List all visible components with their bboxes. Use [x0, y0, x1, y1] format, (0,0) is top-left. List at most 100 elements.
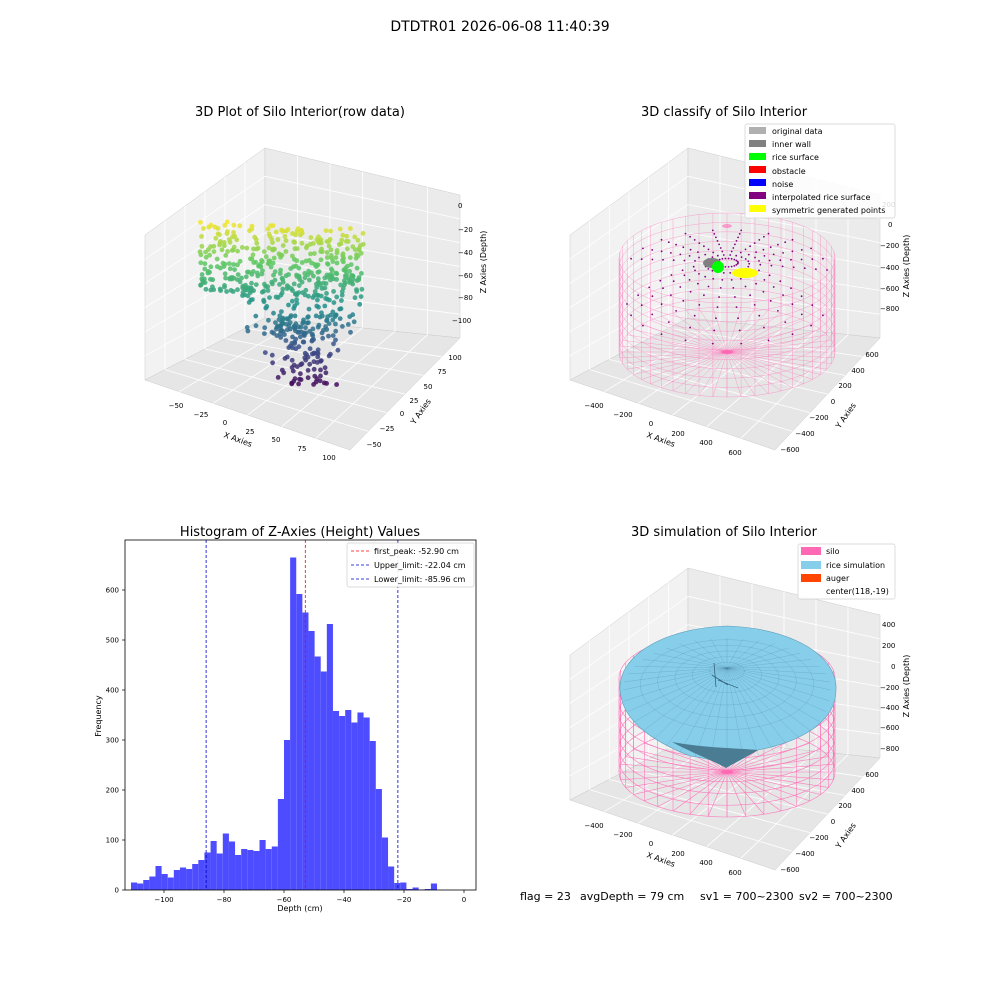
raw-data-point	[275, 323, 281, 329]
raw-data-point	[333, 255, 339, 260]
raw-data-point	[323, 370, 329, 376]
interpolated-point	[747, 253, 750, 256]
raw-data-point	[289, 298, 295, 304]
classify-y-tick: −400	[795, 430, 814, 438]
simulation-rice-surface-body	[619, 625, 837, 767]
classify-x-tick: 400	[699, 439, 712, 447]
interpolated-point	[707, 285, 710, 288]
raw-data-point	[290, 334, 295, 340]
interpolated-point	[707, 268, 710, 270]
interpolated-point	[713, 329, 716, 332]
interpolated-point	[718, 258, 721, 261]
raw-data-point	[348, 262, 354, 267]
raw-data-point	[235, 287, 240, 293]
histogram-y-tick-label: 300	[106, 737, 119, 745]
histogram-x-tick-label: −80	[217, 896, 232, 904]
raw-data-point	[350, 277, 356, 282]
interpolated-point	[729, 254, 732, 256]
silo-floor-spoke	[726, 771, 747, 817]
raw-z-axis-label: Z Axies (Depth)	[479, 231, 488, 294]
raw-data-point	[226, 261, 232, 266]
interpolated-point	[800, 313, 803, 316]
raw-scatter-title: 3D Plot of Silo Interior(row data)	[195, 105, 405, 120]
raw-data-point	[284, 283, 290, 289]
histogram-y-tick-label: 0	[115, 887, 119, 895]
simulation-x-tick: 600	[728, 869, 741, 877]
raw-data-point	[271, 310, 276, 316]
raw-data-point	[311, 337, 316, 342]
interpolated-point	[698, 273, 700, 275]
silo-floor-spoke	[726, 771, 797, 807]
histogram-bar	[277, 799, 284, 890]
interpolated-point	[660, 303, 663, 306]
raw-data-point	[279, 367, 285, 373]
simulation-legend-frame	[797, 543, 896, 600]
raw-data-point	[334, 260, 340, 266]
status-footer: flag = 23 avgDepth = 79 cm sv1 = 700~230…	[520, 890, 893, 903]
raw-data-point	[213, 235, 219, 241]
raw-data-point	[272, 269, 278, 275]
legend-swatch-noise	[749, 179, 766, 186]
raw-data-point	[273, 320, 278, 325]
interpolated-point	[730, 279, 733, 281]
legend-swatch-rice-simulation	[801, 561, 821, 569]
raw-data-point	[232, 267, 238, 272]
raw-data-point	[263, 254, 269, 260]
raw-data-point	[320, 335, 326, 341]
raw-data-point	[262, 331, 267, 336]
silo-floor-spoke	[726, 742, 810, 773]
silo-floor-spoke	[726, 351, 832, 364]
raw-data-point	[225, 249, 231, 254]
raw-data-point	[324, 255, 330, 260]
raw-data-point	[279, 290, 285, 296]
interpolated-point	[762, 290, 765, 293]
raw-data-point	[338, 306, 344, 312]
raw-data-point	[261, 249, 267, 255]
simulation-x-tick: −400	[584, 822, 603, 830]
interpolated-point	[772, 253, 775, 256]
histogram-y-tick-label: 200	[106, 787, 119, 795]
classify-floor-center-marker	[721, 350, 733, 354]
raw-data-point	[338, 241, 344, 247]
interpolated-point	[822, 257, 824, 260]
raw-data-point	[348, 226, 353, 231]
raw-data-point	[224, 219, 230, 225]
silo-floor-spoke	[726, 771, 782, 812]
raw-data-point	[310, 241, 316, 246]
raw-data-point	[316, 234, 321, 240]
raw-data-point	[307, 346, 313, 352]
simulation-rice-mesh	[622, 638, 832, 760]
raw-data-point	[217, 286, 223, 292]
interpolated-point	[694, 269, 696, 272]
interpolated-point	[732, 247, 735, 249]
interpolated-point	[779, 280, 782, 283]
rice-mesh-line	[726, 667, 744, 760]
interpolated-point	[704, 253, 707, 256]
raw-data-point	[328, 351, 333, 357]
raw-data-point	[229, 275, 235, 280]
interpolated-point	[735, 254, 738, 257]
raw-data-point	[328, 228, 333, 234]
interpolated-point	[683, 259, 686, 262]
raw-data-point	[319, 246, 324, 252]
raw-data-point	[249, 280, 254, 286]
silo-floor-spoke	[627, 351, 728, 370]
simulation-x-tick: 400	[699, 859, 712, 867]
raw-data-point	[296, 283, 302, 288]
panel-classify: 3D classify of Silo Interior −400 −200 0…	[569, 105, 911, 457]
raw-data-point	[311, 366, 317, 372]
legend-label-lower-limit: Lower_limit: -85.96 cm	[374, 575, 466, 584]
rice-mesh-line	[694, 667, 728, 757]
raw-data-point	[351, 319, 357, 325]
raw-data-point	[270, 360, 275, 366]
silo-floor-spoke	[644, 771, 728, 802]
interpolated-point	[711, 256, 714, 258]
raw-data-point	[239, 245, 245, 250]
simulation-y-tick: −600	[780, 866, 799, 874]
raw-data-point	[285, 227, 291, 232]
silo-floor-spoke	[726, 351, 782, 392]
raw-data-point	[227, 266, 233, 272]
interpolated-point	[739, 251, 742, 254]
raw-data-point	[267, 295, 272, 300]
silo-floor-spoke	[622, 351, 728, 364]
